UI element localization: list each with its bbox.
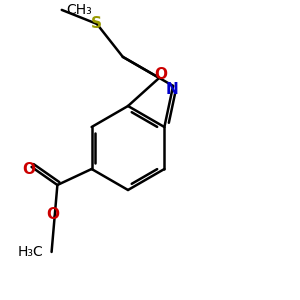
Text: O: O [155, 68, 168, 82]
Text: S: S [91, 16, 102, 32]
Text: O: O [22, 163, 35, 178]
Text: H₃C: H₃C [18, 245, 44, 259]
Text: O: O [46, 207, 59, 222]
Text: N: N [166, 82, 178, 98]
Text: CH₃: CH₃ [67, 3, 92, 17]
